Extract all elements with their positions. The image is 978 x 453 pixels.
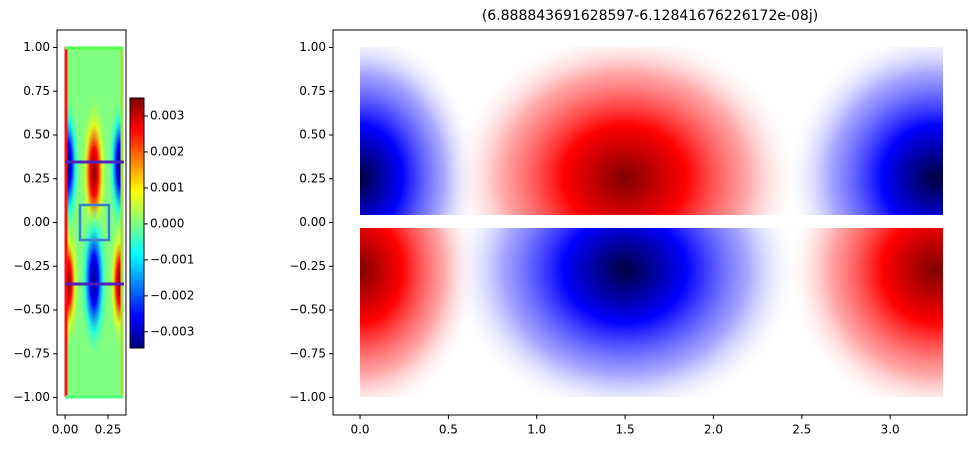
y-tick-label: −0.75 bbox=[13, 346, 50, 360]
y-tick-label: −0.25 bbox=[13, 259, 50, 273]
x-tick-label: 3.0 bbox=[881, 423, 900, 437]
y-tick-label: −1.00 bbox=[289, 390, 326, 404]
field-image bbox=[65, 47, 122, 397]
y-tick-label: 0.25 bbox=[299, 171, 326, 185]
x-tick-label: 1.5 bbox=[616, 423, 635, 437]
y-tick-label: 0.75 bbox=[299, 84, 326, 98]
field-lobe bbox=[450, 47, 800, 215]
field-lobe bbox=[785, 47, 943, 215]
y-tick-label: −0.50 bbox=[13, 303, 50, 317]
colorbar-tick-label: 0.000 bbox=[150, 216, 184, 230]
y-tick-label: −0.25 bbox=[289, 259, 326, 273]
field-lobe bbox=[80, 200, 108, 360]
x-tick-label: 0.25 bbox=[95, 423, 122, 437]
y-tick-label: 1.00 bbox=[23, 40, 50, 54]
field-image bbox=[360, 47, 943, 397]
colorbar-tick-label: −0.002 bbox=[150, 288, 194, 302]
y-tick-label: 0.50 bbox=[23, 128, 50, 142]
field-lobe bbox=[108, 95, 122, 235]
y-tick-label: 0.00 bbox=[299, 215, 326, 229]
colorbar-tick-label: 0.003 bbox=[150, 108, 184, 122]
x-tick-label: 2.5 bbox=[792, 423, 811, 437]
colorbar bbox=[129, 97, 145, 349]
y-tick-label: −0.50 bbox=[289, 303, 326, 317]
y-tick-label: 1.00 bbox=[299, 40, 326, 54]
field-lobe bbox=[450, 228, 800, 397]
chart-title: (6.888843691628597-6.12841676226172e-08j… bbox=[482, 8, 818, 24]
y-tick-label: 0.25 bbox=[23, 171, 50, 185]
colorbar-tick-label: −0.003 bbox=[150, 324, 194, 338]
x-tick-label: 0.5 bbox=[439, 423, 458, 437]
y-tick-label: 0.50 bbox=[299, 128, 326, 142]
x-tick-label: 2.0 bbox=[704, 423, 723, 437]
y-tick-label: −0.75 bbox=[289, 346, 326, 360]
colorbar-tick-label: 0.002 bbox=[150, 144, 184, 158]
field-lobe bbox=[360, 47, 480, 215]
field-lobe bbox=[360, 228, 480, 397]
field-lobe bbox=[65, 95, 80, 235]
x-tick-label: 0.0 bbox=[350, 423, 369, 437]
y-tick-label: 0.00 bbox=[23, 215, 50, 229]
y-tick-label: −1.00 bbox=[13, 390, 50, 404]
colorbar-tick-label: 0.001 bbox=[150, 180, 184, 194]
x-tick-label: 0.00 bbox=[52, 423, 79, 437]
field-lobe bbox=[785, 228, 943, 397]
region-box bbox=[78, 203, 111, 242]
colorbar-tick-label: −0.001 bbox=[150, 252, 194, 266]
x-tick-label: 1.0 bbox=[527, 423, 546, 437]
y-tick-label: 0.75 bbox=[23, 84, 50, 98]
